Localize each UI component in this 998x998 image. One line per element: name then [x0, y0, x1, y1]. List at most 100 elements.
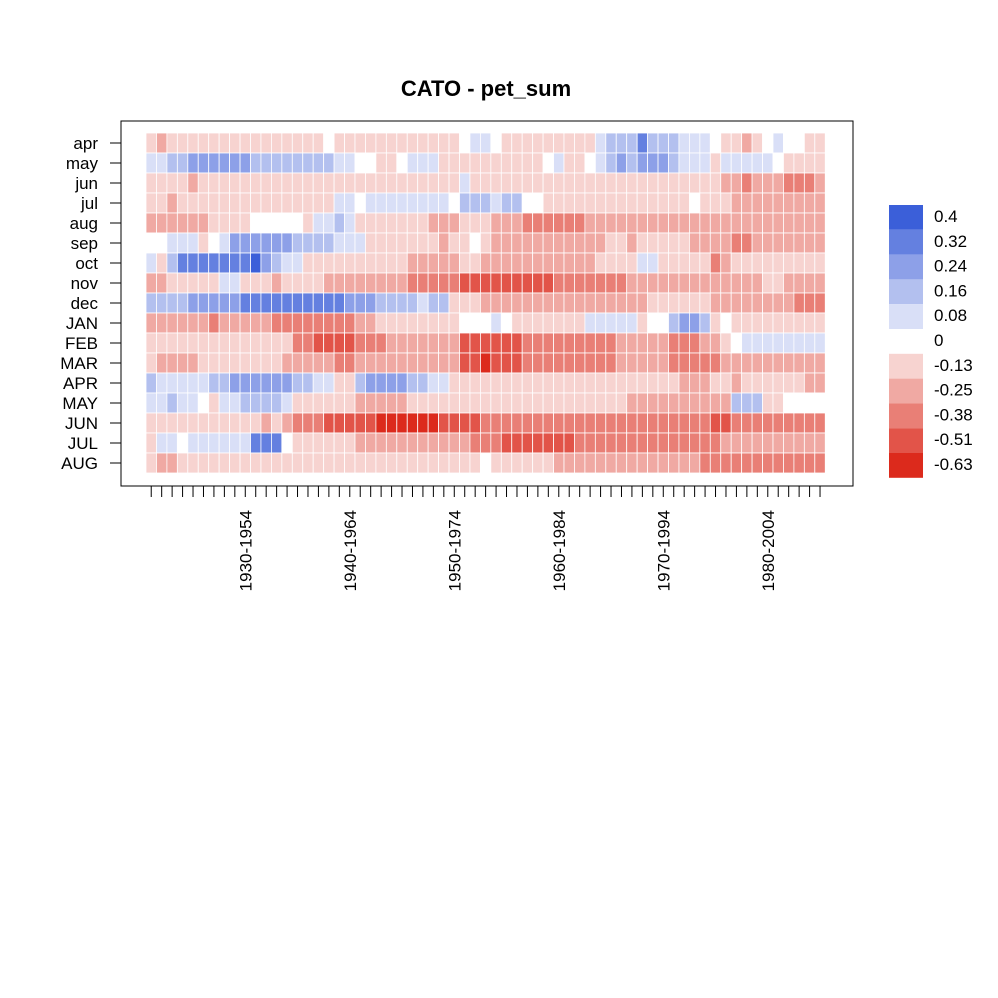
heatmap-cell [511, 432, 523, 454]
heatmap-cell [542, 372, 554, 394]
legend-swatch [889, 304, 923, 329]
heatmap-cell [657, 392, 669, 414]
heatmap-cell [302, 352, 314, 374]
heatmap-cell [699, 292, 711, 314]
heatmap-cell [156, 312, 168, 334]
row-label: JUN [65, 414, 98, 433]
heatmap-cell [365, 172, 377, 194]
heatmap-cell [584, 252, 596, 274]
heatmap-cell [814, 172, 826, 194]
heatmap-cell [636, 132, 649, 154]
heatmap-cell [762, 372, 774, 394]
heatmap-cell [720, 352, 732, 374]
heatmap-cell [678, 252, 690, 274]
heatmap-cell [427, 272, 439, 294]
heatmap-cell [709, 292, 722, 314]
heatmap-cell [500, 452, 513, 474]
heatmap-cell [615, 132, 628, 154]
heatmap-cell [145, 432, 157, 454]
heatmap-cell [803, 132, 816, 154]
heatmap-cell [594, 332, 607, 354]
heatmap-cell [532, 212, 544, 234]
heatmap-cell [479, 392, 492, 414]
heatmap-cell [636, 432, 649, 454]
heatmap-cell [479, 372, 492, 394]
heatmap-cell [605, 312, 617, 334]
heatmap-cell [469, 172, 481, 194]
heatmap-cell [354, 292, 366, 314]
heatmap-cell [699, 352, 711, 374]
heatmap-cell [239, 132, 251, 154]
heatmap-cell [532, 312, 544, 334]
heatmap-cell [365, 372, 377, 394]
heatmap-cell [166, 452, 178, 474]
heatmap-cell [709, 352, 722, 374]
heatmap-cell [176, 312, 189, 334]
heatmap-cell [783, 132, 795, 154]
heatmap-cell [229, 152, 241, 174]
heatmap-cell [365, 392, 377, 414]
heatmap-cell [814, 252, 826, 274]
heatmap-cell [647, 372, 659, 394]
heatmap-cell [417, 132, 429, 154]
heatmap-cell [720, 392, 732, 414]
heatmap-cell [605, 172, 617, 194]
heatmap-cell [385, 332, 398, 354]
heatmap-cell [344, 172, 356, 194]
heatmap-cell [584, 132, 596, 154]
heatmap-cell [783, 192, 795, 214]
row-label: jul [80, 194, 98, 213]
heatmap-cell [156, 292, 168, 314]
heatmap-cell [647, 192, 659, 214]
heatmap-cell [720, 372, 732, 394]
heatmap-cell [521, 432, 534, 454]
heatmap-cell [312, 392, 325, 414]
heatmap-cell [500, 372, 513, 394]
heatmap-cell [668, 412, 680, 434]
heatmap-cell [563, 252, 575, 274]
heatmap-cell [605, 452, 617, 474]
heatmap-cell [302, 232, 314, 254]
heatmap-cell [229, 132, 241, 154]
heatmap-cell [479, 132, 492, 154]
heatmap-cell [542, 392, 554, 414]
heatmap-cell [720, 192, 732, 214]
heatmap-cell [354, 332, 366, 354]
heatmap-cell [354, 132, 366, 154]
heatmap-cell [689, 252, 701, 274]
heatmap-cell [302, 132, 314, 154]
heatmap-cell [448, 412, 460, 434]
heatmap-cell [344, 272, 356, 294]
legend-swatch [889, 205, 923, 230]
heatmap-cell [156, 252, 168, 274]
heatmap-cell [730, 232, 743, 254]
legend-swatch [889, 403, 923, 429]
heatmap-cell [438, 432, 450, 454]
heatmap-cell [197, 212, 210, 234]
heatmap-cell [615, 352, 628, 374]
heatmap-cell [511, 372, 523, 394]
heatmap-cell [783, 252, 795, 274]
heatmap-cell [636, 272, 649, 294]
heatmap-cell [689, 392, 701, 414]
heatmap-cell [323, 392, 335, 414]
heatmap-cell [176, 432, 189, 454]
heatmap-cell [250, 292, 262, 314]
heatmap-cell [365, 252, 377, 274]
heatmap-cell [553, 252, 565, 274]
heatmap-cell [260, 272, 272, 294]
heatmap-cell [291, 332, 304, 354]
heatmap-cell [187, 332, 199, 354]
heatmap-cell [438, 392, 450, 414]
heatmap-cell [699, 232, 711, 254]
heatmap-cell [793, 192, 805, 214]
heatmap-cell [636, 252, 649, 274]
heatmap-cell [741, 392, 753, 414]
heatmap-cell [459, 332, 471, 354]
heatmap-cell [302, 252, 314, 274]
heatmap-cell [396, 252, 408, 274]
heatmap-cell [762, 432, 774, 454]
heatmap-cell [312, 372, 325, 394]
heatmap-cell [803, 452, 816, 474]
